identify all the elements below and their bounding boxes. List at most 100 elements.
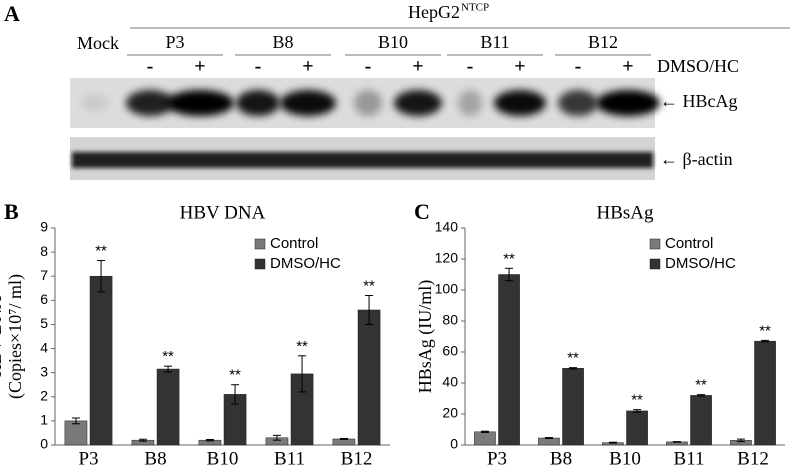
- legend-label: Control: [270, 235, 318, 252]
- bar: [690, 395, 712, 446]
- x-tick-label: B12: [341, 448, 373, 467]
- group-label: B11: [480, 32, 509, 52]
- band-label: ← β-actin: [660, 149, 733, 169]
- bar: [64, 420, 88, 446]
- bar: [498, 274, 520, 446]
- y-tick-label: 4: [40, 339, 48, 355]
- significance: **: [503, 250, 515, 267]
- bar: [754, 340, 776, 446]
- bar: [562, 368, 584, 446]
- treatment-sign: -: [467, 56, 474, 78]
- x-tick-label: B8: [550, 448, 572, 467]
- legend-swatch: [254, 258, 266, 270]
- group-label: B8: [272, 32, 293, 52]
- chart-title: HBV DNA: [180, 202, 266, 223]
- legend-swatch: [649, 258, 661, 270]
- y-tick-label: 6: [40, 291, 48, 307]
- treatment-sign: -: [575, 56, 582, 78]
- bar: [538, 437, 560, 446]
- y-tick-label: 60: [442, 343, 458, 359]
- y-tick-label: 9: [40, 219, 48, 235]
- band: [72, 152, 653, 168]
- y-tick-label: 20: [442, 405, 458, 421]
- x-tick-label: B10: [609, 448, 641, 467]
- y-tick-label: 80: [442, 312, 458, 328]
- bar: [626, 410, 648, 446]
- treatment-sign: +: [194, 56, 205, 78]
- band-label: ← HBcAg: [660, 91, 738, 111]
- band: [166, 90, 234, 116]
- x-tick-label: B8: [144, 448, 166, 467]
- y-axis-label: (Copies×10⁷/ ml): [5, 274, 26, 399]
- y-tick-label: 5: [40, 315, 48, 331]
- band: [558, 90, 598, 116]
- bar: [156, 368, 180, 446]
- legend-swatch: [649, 238, 661, 250]
- treatment-sign: +: [514, 56, 525, 78]
- group-label: B10: [378, 32, 408, 52]
- treatment-sign: -: [255, 56, 262, 78]
- y-tick-label: 0: [450, 436, 458, 452]
- y-tick-label: 8: [40, 243, 48, 259]
- significance: **: [95, 243, 107, 260]
- significance: **: [162, 348, 174, 365]
- legend-label: DMSO/HC: [665, 255, 736, 272]
- panel-letter: B: [4, 199, 19, 224]
- y-tick-label: 120: [435, 250, 459, 266]
- cell-line: HepG2: [408, 2, 460, 22]
- significance: **: [631, 392, 643, 409]
- cell-line-superscript: NTCP: [461, 2, 489, 14]
- significance: **: [759, 322, 771, 339]
- chart-title: HBsAg: [596, 202, 654, 223]
- treatment-label: DMSO/HC: [657, 56, 739, 76]
- treatment-sign: +: [302, 56, 313, 78]
- bar: [474, 431, 496, 446]
- treatment-sign: +: [412, 56, 423, 78]
- x-tick-label: P3: [78, 448, 98, 467]
- band: [126, 90, 174, 116]
- band: [394, 90, 442, 116]
- band: [236, 90, 280, 116]
- x-tick-label: B11: [274, 448, 305, 467]
- significance: **: [229, 367, 241, 384]
- treatment-sign: +: [622, 56, 633, 78]
- significance: **: [363, 277, 375, 294]
- bar: [357, 309, 381, 446]
- x-tick-label: B10: [207, 448, 239, 467]
- bar: [89, 275, 113, 446]
- y-axis-label: HBV DNA: [0, 296, 5, 377]
- legend-swatch: [254, 238, 266, 250]
- band: [280, 90, 336, 116]
- legend-label: Control: [665, 235, 713, 252]
- panel-letter: A: [4, 1, 20, 26]
- group-label: B12: [588, 32, 618, 52]
- band: [458, 90, 482, 116]
- band: [354, 90, 382, 116]
- legend-label: DMSO/HC: [270, 255, 341, 272]
- group-label: P3: [165, 32, 184, 52]
- significance: **: [567, 350, 579, 367]
- y-tick-label: 100: [435, 281, 459, 297]
- significance: **: [296, 338, 308, 355]
- panel-letter: C: [414, 199, 430, 224]
- band: [81, 95, 109, 111]
- treatment-sign: -: [147, 56, 154, 78]
- band: [494, 90, 546, 116]
- x-tick-label: P3: [487, 448, 507, 467]
- blot-bands: [72, 90, 660, 168]
- band: [596, 90, 660, 116]
- x-tick-label: B11: [674, 448, 705, 467]
- significance: **: [695, 377, 707, 394]
- x-tick-label: B12: [737, 448, 769, 467]
- y-tick-label: 3: [40, 363, 48, 379]
- y-tick-label: 7: [40, 267, 48, 283]
- y-tick-label: 2: [40, 387, 48, 403]
- y-tick-label: 0: [40, 436, 48, 452]
- y-tick-label: 40: [442, 374, 458, 390]
- treatment-sign: -: [365, 56, 372, 78]
- mock-label: Mock: [77, 33, 119, 53]
- y-tick-label: 140: [435, 219, 459, 235]
- y-tick-label: 1: [40, 412, 48, 428]
- y-axis-label: HBsAg (IU/ml): [415, 280, 436, 394]
